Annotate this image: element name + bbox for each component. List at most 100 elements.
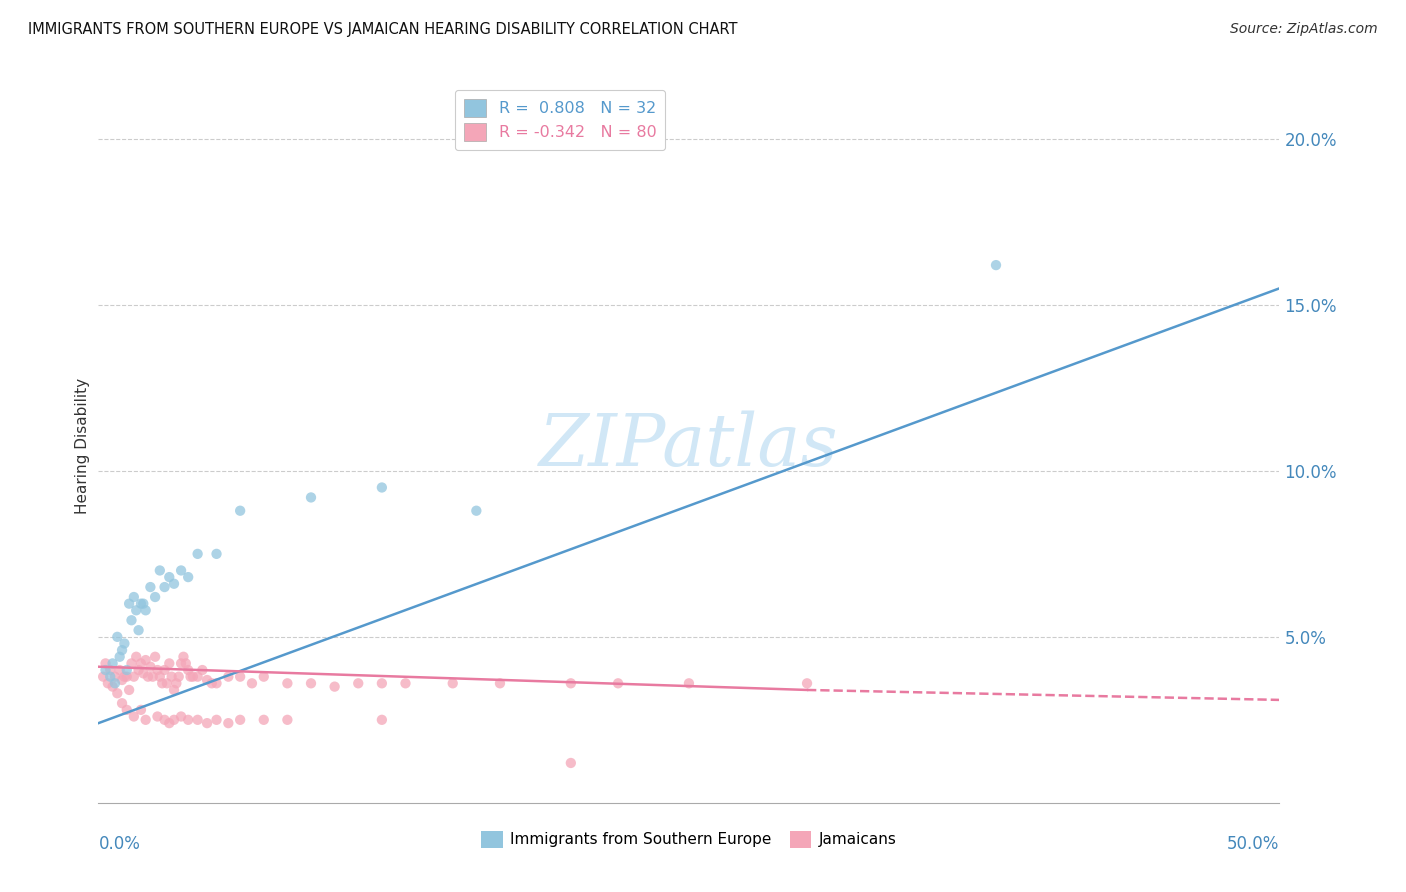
Point bbox=[253, 713, 276, 727]
Point bbox=[111, 643, 134, 657]
Text: IMMIGRANTS FROM SOUTHERN EUROPE VS JAMAICAN HEARING DISABILITY CORRELATION CHART: IMMIGRANTS FROM SOUTHERN EUROPE VS JAMAI… bbox=[28, 22, 738, 37]
Point bbox=[135, 653, 157, 667]
Point bbox=[98, 670, 121, 684]
Point bbox=[489, 676, 512, 690]
Point bbox=[181, 670, 204, 684]
Point bbox=[371, 676, 394, 690]
Point bbox=[153, 663, 176, 677]
Point bbox=[253, 670, 276, 684]
Point bbox=[104, 676, 127, 690]
Point bbox=[115, 703, 138, 717]
Point bbox=[165, 676, 187, 690]
Point bbox=[187, 670, 209, 684]
Point bbox=[371, 713, 394, 727]
Point bbox=[217, 670, 239, 684]
Point bbox=[139, 580, 162, 594]
Point bbox=[115, 670, 138, 684]
Text: Source: ZipAtlas.com: Source: ZipAtlas.com bbox=[1230, 22, 1378, 37]
Text: 0.0%: 0.0% bbox=[98, 835, 141, 853]
Point bbox=[441, 676, 464, 690]
Point bbox=[111, 673, 134, 687]
Point bbox=[170, 657, 193, 671]
Point bbox=[163, 576, 186, 591]
Point bbox=[607, 676, 630, 690]
Point bbox=[146, 663, 169, 677]
Point bbox=[984, 258, 1007, 272]
Point bbox=[101, 657, 124, 671]
Point bbox=[174, 657, 197, 671]
Point bbox=[157, 657, 180, 671]
Point bbox=[170, 564, 193, 578]
Legend: Immigrants from Southern Europe, Jamaicans: Immigrants from Southern Europe, Jamaica… bbox=[474, 823, 904, 855]
Point bbox=[129, 703, 152, 717]
Point bbox=[201, 676, 224, 690]
Point bbox=[153, 713, 176, 727]
Point bbox=[229, 713, 252, 727]
Point bbox=[796, 676, 818, 690]
Point bbox=[112, 636, 135, 650]
Point bbox=[177, 713, 200, 727]
Point bbox=[167, 670, 190, 684]
Point bbox=[163, 713, 186, 727]
Text: 50.0%: 50.0% bbox=[1227, 835, 1279, 853]
Point bbox=[149, 670, 172, 684]
Point bbox=[108, 663, 131, 677]
Point bbox=[156, 676, 179, 690]
Point bbox=[98, 663, 121, 677]
Point bbox=[205, 713, 228, 727]
Point bbox=[371, 481, 394, 495]
Point bbox=[105, 686, 128, 700]
Point bbox=[104, 670, 127, 684]
Point bbox=[132, 597, 155, 611]
Point bbox=[135, 603, 157, 617]
Point bbox=[191, 663, 214, 677]
Point bbox=[121, 657, 143, 671]
Point bbox=[187, 547, 209, 561]
Point bbox=[560, 676, 582, 690]
Point bbox=[160, 670, 183, 684]
Point bbox=[150, 676, 173, 690]
Point bbox=[112, 670, 135, 684]
Point bbox=[465, 504, 488, 518]
Point bbox=[299, 491, 322, 505]
Point bbox=[118, 597, 141, 611]
Point bbox=[240, 676, 263, 690]
Point bbox=[195, 716, 218, 731]
Point bbox=[105, 630, 128, 644]
Point bbox=[121, 613, 143, 627]
Point bbox=[157, 716, 180, 731]
Point bbox=[299, 676, 322, 690]
Point bbox=[94, 663, 117, 677]
Point bbox=[125, 603, 148, 617]
Point bbox=[129, 657, 152, 671]
Point bbox=[229, 504, 252, 518]
Point bbox=[128, 663, 150, 677]
Point bbox=[172, 649, 194, 664]
Y-axis label: Hearing Disability: Hearing Disability bbox=[75, 378, 90, 514]
Point bbox=[195, 673, 218, 687]
Point bbox=[157, 570, 180, 584]
Point bbox=[323, 680, 346, 694]
Point bbox=[205, 547, 228, 561]
Point bbox=[187, 713, 209, 727]
Point bbox=[122, 709, 145, 723]
Point bbox=[91, 670, 114, 684]
Point bbox=[205, 676, 228, 690]
Point bbox=[394, 676, 416, 690]
Point bbox=[347, 676, 370, 690]
Point bbox=[128, 624, 150, 638]
Point bbox=[108, 649, 131, 664]
Point bbox=[132, 666, 155, 681]
Point bbox=[560, 756, 582, 770]
Point bbox=[135, 713, 157, 727]
Point bbox=[136, 670, 159, 684]
Point bbox=[153, 580, 176, 594]
Point bbox=[94, 657, 117, 671]
Point bbox=[118, 682, 141, 697]
Point bbox=[276, 676, 298, 690]
Point bbox=[163, 682, 186, 697]
Point bbox=[142, 670, 165, 684]
Point bbox=[122, 590, 145, 604]
Point bbox=[111, 696, 134, 710]
Point bbox=[122, 670, 145, 684]
